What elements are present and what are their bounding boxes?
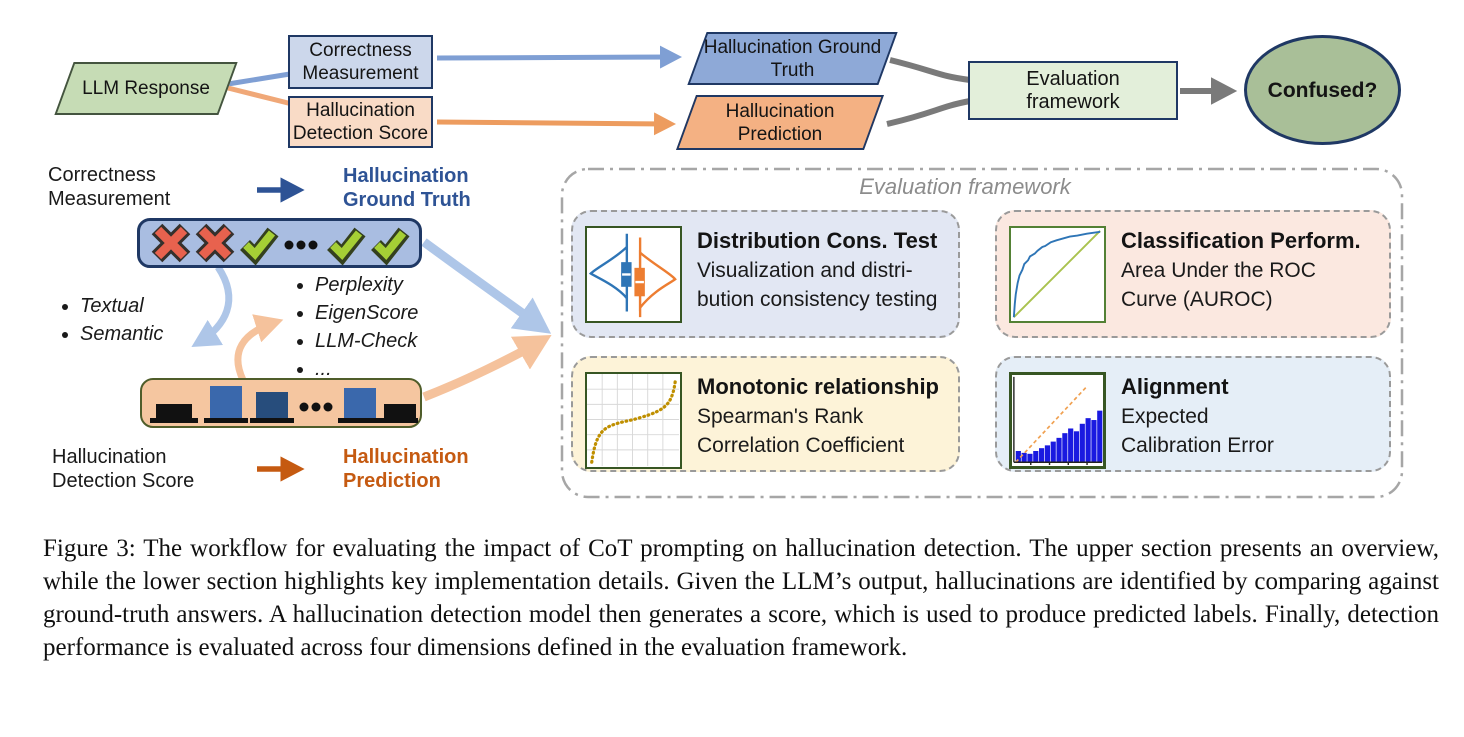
line-llm-to-detection: [227, 85, 297, 108]
list-item: ...: [315, 355, 418, 383]
calibration-histogram-icon: [1009, 372, 1106, 469]
curved-arrow-scorebox-to-methods: [234, 314, 284, 382]
card-body-line: bution consistency testing: [697, 288, 938, 311]
evaluation-framework-label: Evaluation framework: [1026, 67, 1120, 113]
correctness-measurement-label: Correctness Measurement: [302, 40, 419, 84]
list-item: EigenScore: [315, 299, 418, 327]
list-item: LLM-Check: [315, 327, 418, 355]
bar-icon: [338, 388, 382, 423]
bar-icon: [378, 404, 418, 423]
ellipsis-dots-icon: [284, 240, 318, 250]
list-item: Textual: [80, 292, 163, 320]
list-item: Semantic: [80, 320, 163, 348]
calibration-bars: [1015, 410, 1103, 463]
card-body-line: Curve (AUROC): [1121, 288, 1273, 311]
violin-plot-icon: [585, 226, 682, 323]
evaluation-framework-panel-border: [560, 167, 1404, 499]
roc-curve-icon: [1009, 226, 1106, 323]
arrow-detection-to-prediction: [436, 112, 676, 136]
card-body-line: Visualization and distri-: [697, 259, 913, 282]
card-title: Distribution Cons. Test: [697, 228, 938, 253]
card-distribution-consistency: Distribution Cons. Test Visualization an…: [571, 210, 960, 338]
card-classification-performance: Classification Perform. Area Under the R…: [995, 210, 1391, 338]
hallucination-ground-truth-node: Hallucination Ground Truth: [687, 32, 898, 85]
card-title: Alignment: [1121, 374, 1229, 399]
card-body-line: Area Under the ROC: [1121, 259, 1316, 282]
llm-response-node: LLM Response: [54, 62, 238, 115]
ground-truth-caption: Hallucination Ground Truth: [343, 165, 471, 211]
line-llm-to-correctness: [227, 70, 297, 87]
ground-truth-labels-icon: [151, 223, 410, 266]
detection-score-caption: Hallucination Detection Score: [52, 446, 195, 492]
card-monotonic-relationship: Monotonic relationship Spearman's Rank C…: [571, 356, 960, 472]
cross-icon: [195, 223, 235, 263]
list-item: Perplexity: [315, 271, 418, 299]
check-icon: [240, 227, 279, 266]
prediction-caption: Hallucination Prediction: [343, 446, 469, 492]
connector-ground-truth-to-evaluation: [889, 57, 971, 83]
detection-score-box: [140, 378, 422, 428]
llm-response-label: LLM Response: [82, 78, 210, 99]
cross-icon: [151, 223, 191, 263]
check-icon: [371, 227, 410, 266]
bar-icon: [150, 404, 198, 423]
card-body-line: Spearman's Rank: [697, 405, 864, 428]
ellipsis-dots-icon: [299, 402, 333, 412]
bar-icon: [250, 392, 294, 423]
card-body-line: Calibration Error: [1121, 434, 1274, 457]
evaluation-framework-node: Evaluation framework: [968, 61, 1178, 120]
correctness-methods-list: Textual Semantic: [58, 292, 163, 348]
check-icon: [327, 227, 366, 266]
score-methods-list: Perplexity EigenScore LLM-Check ...: [293, 271, 418, 383]
hallucination-ground-truth-label: Hallucination Ground Truth: [703, 36, 882, 81]
hallucination-detection-score-label: Hallucination Detection Score: [292, 100, 429, 144]
hallucination-prediction-label: Hallucination Prediction: [725, 100, 835, 145]
correctness-measurement-node: Correctness Measurement: [288, 35, 433, 89]
hallucination-prediction-node: Hallucination Prediction: [675, 95, 885, 150]
connector-prediction-to-evaluation: [886, 98, 971, 127]
ground-truth-labels-box: [137, 218, 422, 268]
curved-arrow-truthbox-to-methods: [191, 265, 233, 347]
evaluation-framework-panel-title: Evaluation framework: [859, 174, 1071, 199]
big-arrow-scorebox-to-framework: [422, 335, 552, 402]
card-body-line: Expected: [1121, 405, 1209, 428]
correctness-measurement-caption: Correctness Measurement: [48, 164, 171, 210]
confused-node: Confused?: [1244, 35, 1401, 145]
figure-caption: Figure 3: The workflow for evaluating th…: [43, 535, 1439, 661]
hallucination-detection-score-node: Hallucination Detection Score: [288, 96, 433, 148]
arrow-correctness-to-ground-truth: [436, 45, 682, 69]
bar-icon: [204, 386, 248, 423]
card-title: Classification Perform.: [1121, 228, 1361, 253]
card-title: Monotonic relationship: [697, 374, 939, 399]
monotonic-scatter-icon: [585, 372, 682, 469]
card-alignment: Alignment Expected Calibration Error: [995, 356, 1391, 472]
score-bars-icon: [150, 386, 418, 423]
confused-label: Confused?: [1267, 78, 1378, 102]
card-body-line: Correlation Coefficient: [697, 434, 905, 457]
big-arrow-truthbox-to-framework: [421, 238, 552, 334]
